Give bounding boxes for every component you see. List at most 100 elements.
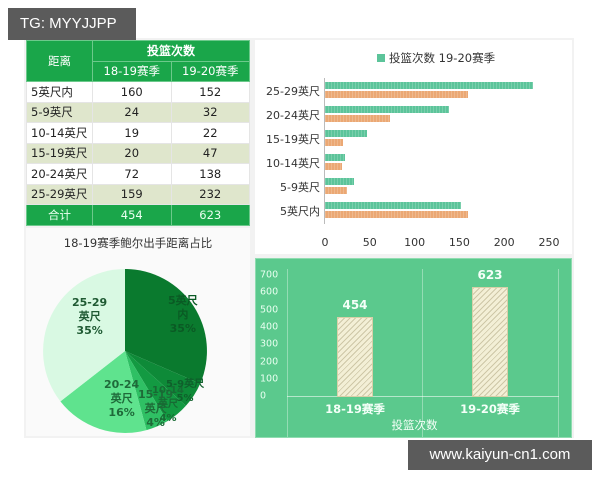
x-axis-line	[287, 396, 559, 397]
bar-1920	[325, 202, 462, 209]
category-label: 25-29英尺	[266, 85, 320, 98]
table-row: 25-29英尺 159 232	[26, 183, 250, 205]
cell-total-1819: 454	[92, 204, 172, 226]
bar-1819	[325, 187, 347, 194]
header-season-1920: 19-20赛季	[170, 60, 250, 82]
cell-1819: 72	[92, 163, 172, 185]
header-shot-attempts: 投篮次数	[92, 40, 250, 62]
legend-label: 投篮次数 19-20赛季	[389, 51, 496, 65]
cell-distance: 5-9英尺	[26, 101, 93, 123]
legend-swatch-icon	[377, 54, 385, 62]
cell-1920: 232	[170, 183, 250, 205]
x-axis-title: 投篮次数	[391, 418, 438, 432]
bar-group: 15-19英尺	[255, 128, 572, 152]
bar-1920	[325, 82, 533, 89]
bar-1819	[325, 163, 342, 170]
data-label: 623	[477, 268, 503, 282]
bar-group: 20-24英尺	[255, 104, 572, 128]
y-axis-line	[324, 78, 325, 224]
header-distance: 距离	[26, 40, 93, 82]
pie-label-20-24: 20-24 英尺 16%	[104, 378, 140, 419]
category-label: 19-20赛季	[460, 402, 520, 416]
table-total-row: 合计 454 623	[26, 204, 250, 226]
watermark-bottom-right: www.kaiyun-cn1.com	[408, 440, 592, 470]
grid-line	[287, 269, 288, 437]
bar-1819	[337, 316, 373, 397]
header-season-1819: 18-19赛季	[92, 60, 172, 82]
x-tick: 150	[448, 236, 470, 249]
slice-20-24ft	[60, 351, 147, 433]
bar-1920	[325, 130, 368, 137]
pie-title: 18-19赛季鲍尔出手距离占比	[63, 236, 213, 250]
category-label: 5英尺内	[280, 205, 320, 218]
grid-line	[558, 269, 559, 437]
cell-1819: 20	[92, 142, 172, 164]
slice-25-29ft	[43, 269, 125, 402]
bar-group: 5英尺内	[255, 200, 572, 224]
cell-1819: 24	[92, 101, 172, 123]
table-row: 20-24英尺 72 138	[26, 163, 250, 185]
category-label: 5-9英尺	[280, 181, 320, 194]
bar-group: 25-29英尺	[255, 80, 572, 104]
x-tick: 50	[362, 236, 377, 249]
cell-distance: 25-29英尺	[26, 183, 93, 205]
cell-1920: 32	[170, 101, 250, 123]
cell-1920: 152	[170, 81, 250, 103]
bar-1920	[325, 154, 345, 161]
cell-distance: 15-19英尺	[26, 142, 93, 164]
bar-1920	[325, 178, 354, 185]
category-label: 10-14英尺	[266, 157, 320, 170]
cell-total-label: 合计	[26, 204, 93, 226]
bar-group: 10-14英尺	[255, 152, 572, 176]
cell-1819: 160	[92, 81, 172, 103]
cell-1920: 47	[170, 142, 250, 164]
table-row: 5英尺内 160 152	[26, 81, 250, 103]
slice-10-14ft	[125, 351, 186, 422]
table-row: 10-14英尺 19 22	[26, 122, 250, 144]
x-tick: 250	[538, 236, 560, 249]
y-tick: 100	[260, 373, 279, 385]
shot-distance-table: 距离 投篮次数 18-19赛季 19-20赛季 5英尺内 160 152 5-9…	[26, 40, 250, 226]
cell-distance: 5英尺内	[26, 81, 93, 103]
category-label: 15-19英尺	[266, 133, 320, 146]
bar-1819	[325, 139, 343, 146]
x-tick: 0	[321, 236, 329, 249]
cell-distance: 10-14英尺	[26, 122, 93, 144]
y-tick: 700	[260, 269, 279, 281]
x-tick: 100	[404, 236, 426, 249]
cell-distance: 20-24英尺	[26, 163, 93, 185]
cell-1920: 138	[170, 163, 250, 185]
pie-graphic	[43, 269, 207, 433]
y-tick: 400	[260, 321, 279, 333]
pie-label-15-19: 15-19 英尺 4%	[138, 388, 174, 429]
pie-label-5ft-inside: 5英尺内 35%	[168, 294, 198, 335]
y-tick: 600	[260, 286, 279, 298]
bar-1819	[325, 211, 469, 218]
table-row: 15-19英尺 20 47	[26, 142, 250, 164]
pie-chart: 18-19赛季鲍尔出手距离占比 25-29 英尺 35% 20-24 英尺 16% 15…	[26, 228, 250, 436]
y-tick: 0	[260, 390, 267, 402]
bar-1819	[325, 91, 468, 98]
category-label: 18-19赛季	[325, 402, 385, 416]
table-row: 5-9英尺 24 32	[26, 101, 250, 123]
slice-5-9ft	[125, 351, 201, 406]
pie-label-5-9: 5-9英尺 5%	[166, 379, 205, 404]
bar-group: 5-9英尺	[255, 176, 572, 200]
bar-1819	[325, 115, 390, 122]
slice-5ft-inside	[125, 269, 207, 384]
pie-label-10-14: 10-14 英尺 4%	[152, 385, 184, 424]
y-tick: 200	[260, 356, 279, 367]
category-label: 20-24英尺	[266, 109, 320, 122]
slice-15-19ft	[125, 351, 168, 431]
bar-1920	[472, 287, 508, 397]
column-chart: 700 600 500 400 300 200 100 0 454 623 18…	[255, 258, 572, 438]
data-label: 454	[342, 298, 368, 312]
cell-total-1920: 623	[170, 204, 250, 226]
watermark-top-left: TG: MYYJJPP	[8, 8, 136, 40]
chart-legend: 投篮次数 19-20赛季	[377, 50, 495, 66]
y-tick: 300	[260, 338, 279, 350]
grid-line	[422, 269, 423, 437]
horizontal-bar-chart: 投篮次数 19-20赛季 25-29英尺 20-24英尺 15-19英尺 10-…	[255, 40, 572, 254]
x-tick: 200	[493, 236, 515, 249]
cell-1920: 22	[170, 122, 250, 144]
